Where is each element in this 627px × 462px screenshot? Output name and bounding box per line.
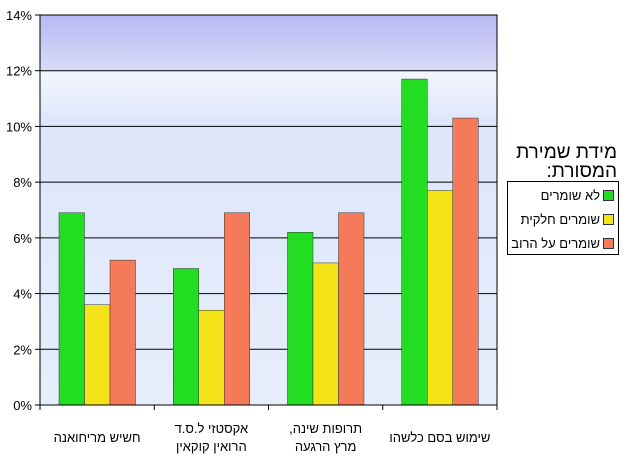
y-tick-label: 2% (13, 342, 32, 357)
x-tick-label: חשיש מריחואנה (54, 430, 141, 445)
x-tick-label: תרופות שינה, (289, 421, 362, 436)
bar (84, 304, 111, 406)
bar (452, 117, 479, 406)
legend-label: שומרים חלקית (520, 211, 600, 227)
legend-item: לא שומרים (508, 184, 618, 206)
y-tick-label: 12% (6, 64, 32, 79)
legend-item: שומרים על הרוב (508, 232, 618, 254)
legend-swatch (603, 189, 614, 201)
bar (58, 212, 85, 406)
legend: לא שומרים שומרים חלקית שומרים על הרוב (507, 181, 619, 255)
y-tick-label: 10% (6, 119, 32, 134)
legend-title: מידת שמירת המסורת: (516, 142, 617, 182)
legend-label: שומרים על הרוב (511, 235, 600, 251)
bar (198, 310, 225, 406)
bar (109, 259, 136, 406)
legend-item: שומרים חלקית (508, 208, 618, 230)
y-tick-label: 6% (13, 231, 32, 246)
x-tick-label: מרץ הרגעה (295, 439, 357, 454)
y-tick-label: 8% (13, 175, 32, 190)
legend-swatch (603, 213, 614, 225)
x-tick-label: אקסטזי ל.ס.ד (175, 421, 249, 436)
bar (173, 268, 199, 406)
y-tick-label: 14% (6, 8, 32, 23)
bar (338, 212, 365, 406)
x-tick-label: הרואין קוקאין (176, 439, 247, 454)
x-tick-label: שימוש בסם כלשהו (389, 430, 490, 445)
bar (312, 262, 339, 406)
y-tick-label: 4% (13, 287, 32, 302)
bar (427, 190, 453, 406)
plot-background-top (40, 15, 497, 71)
legend-swatch (603, 237, 614, 249)
legend-label: לא שומרים (540, 187, 600, 203)
y-tick-label: 0% (13, 398, 32, 413)
bar (401, 78, 428, 406)
bar (224, 212, 250, 406)
bar (287, 232, 314, 406)
